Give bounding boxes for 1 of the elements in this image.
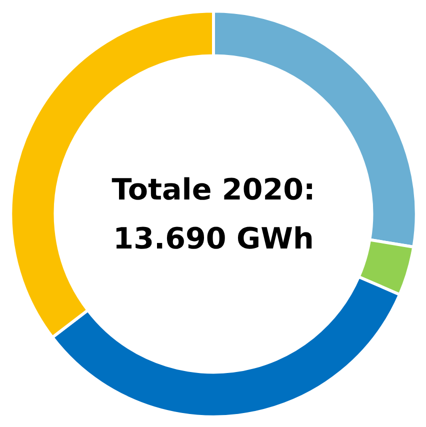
text: Totale 2020: 13.690 GWh xyxy=(112,172,316,256)
